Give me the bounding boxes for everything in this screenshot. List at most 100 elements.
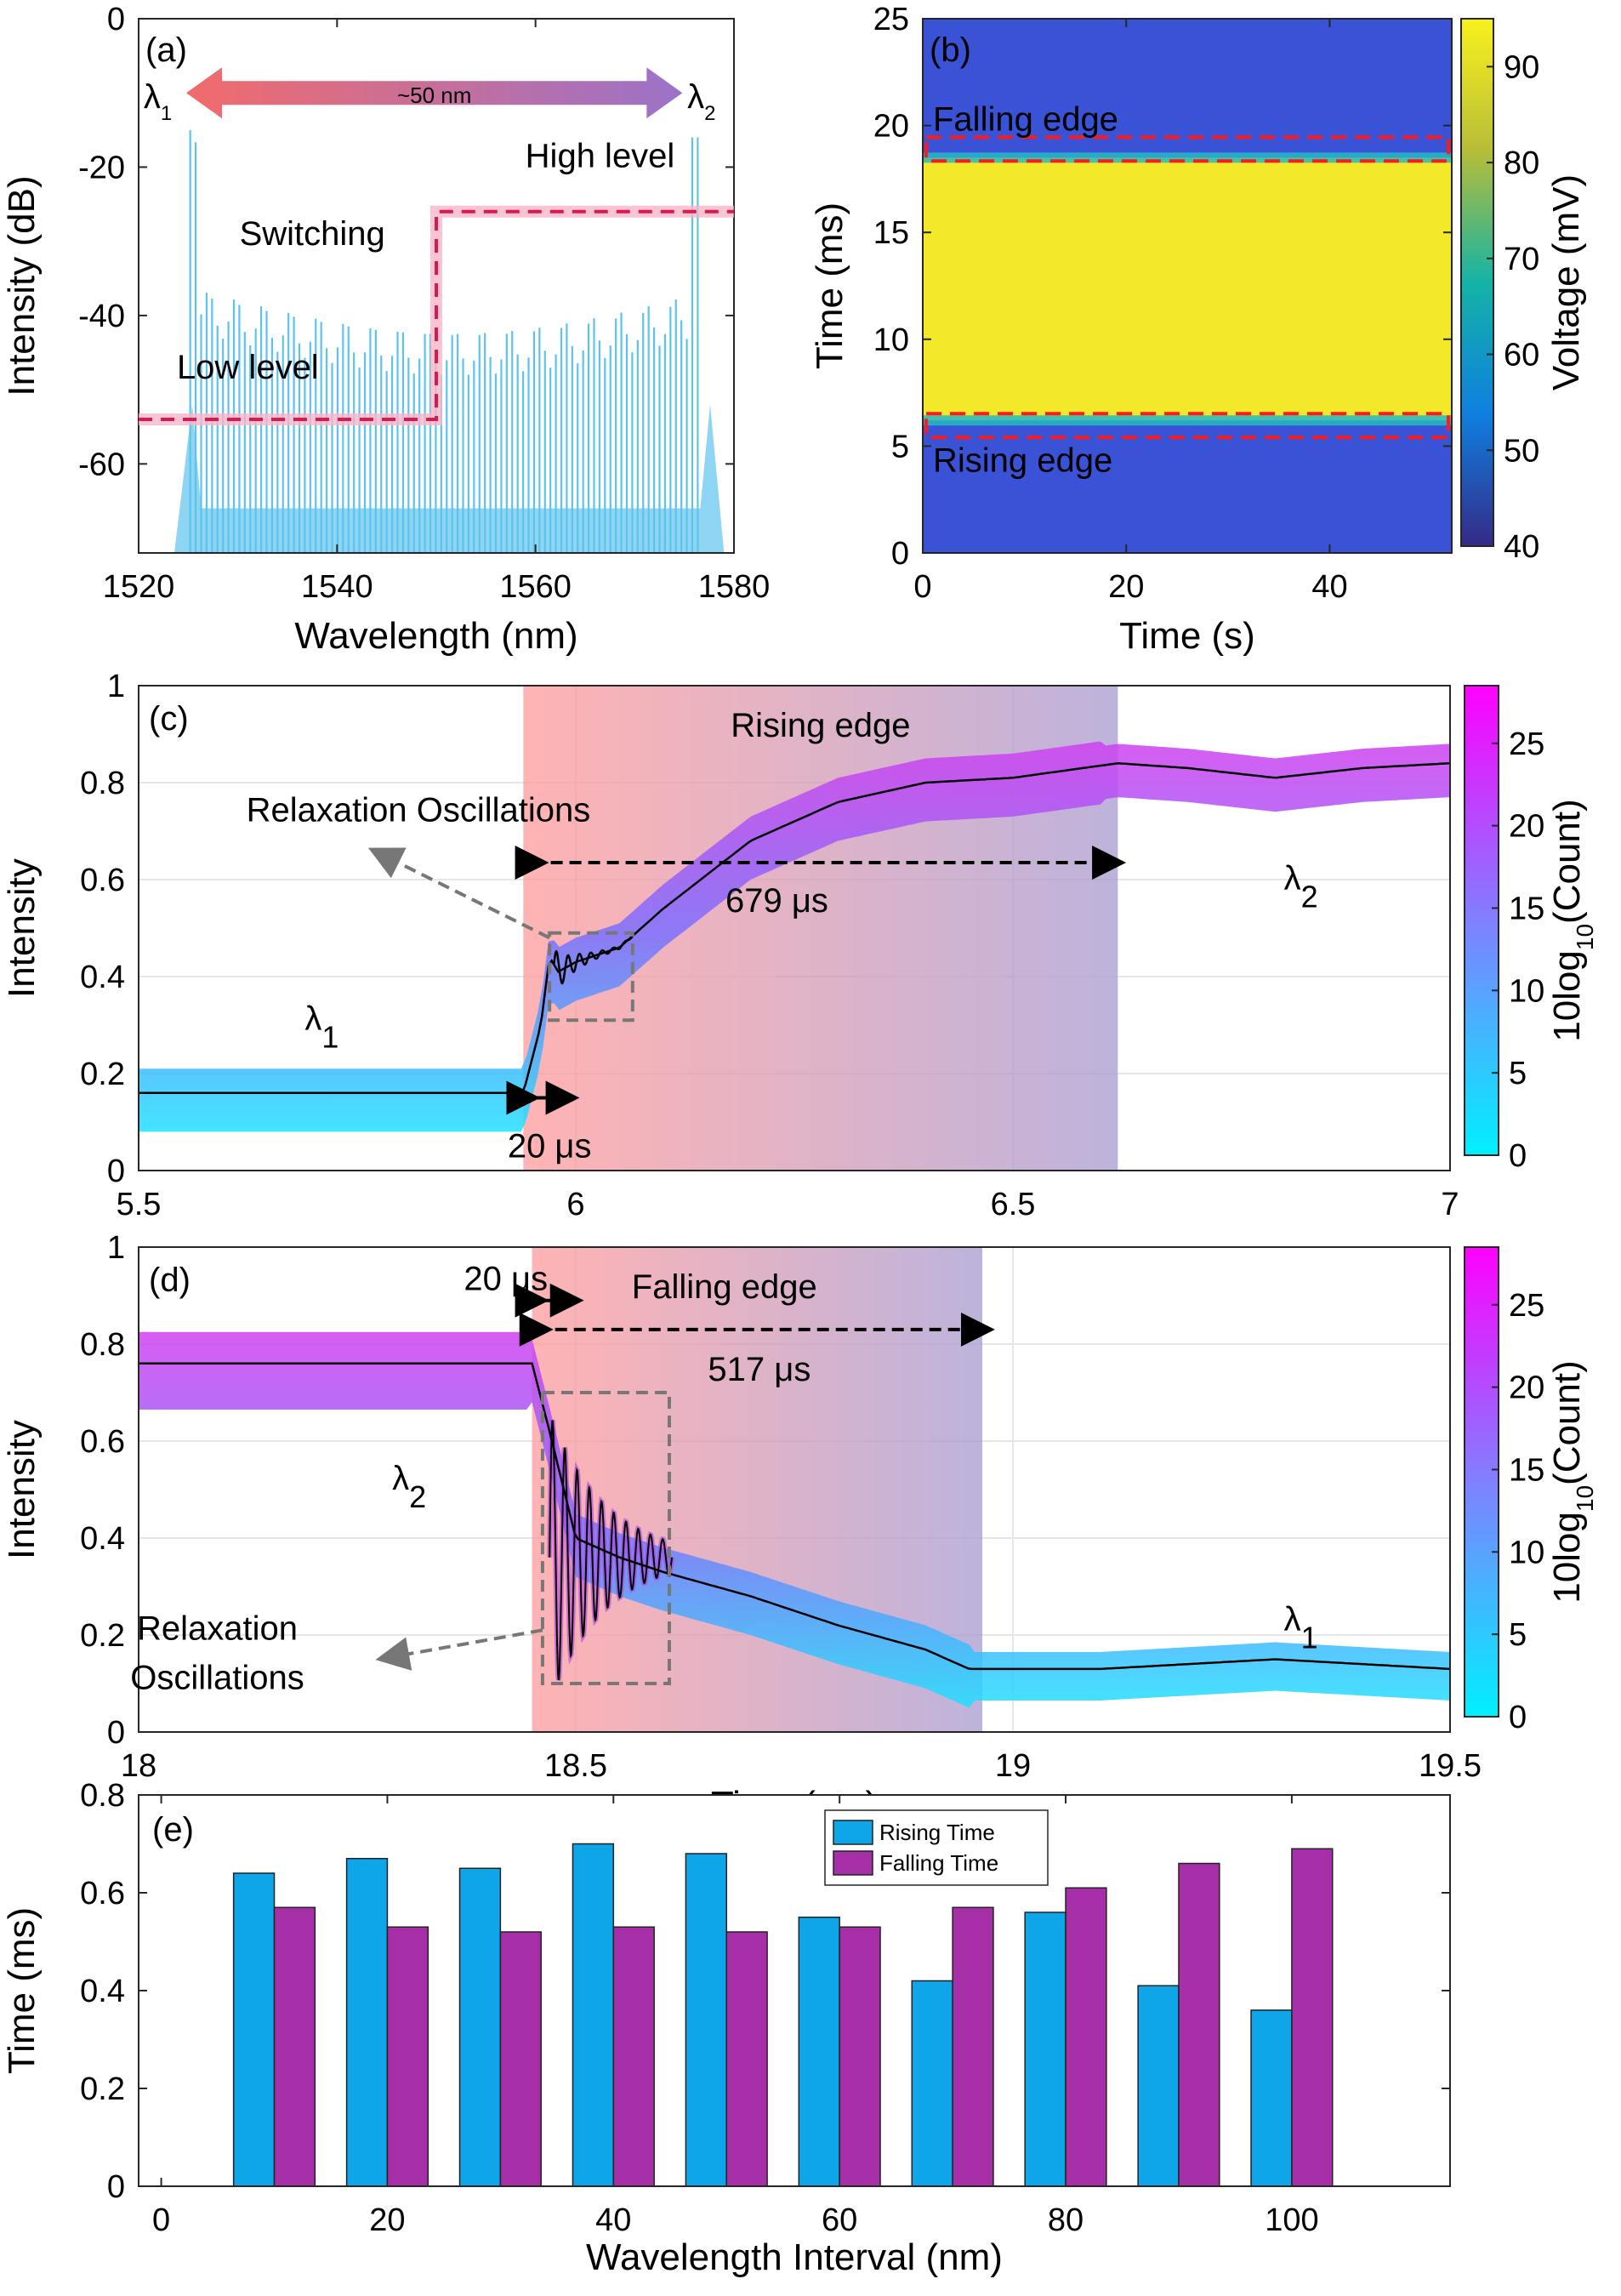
colorbar-tick-label: 80 [1504,145,1539,181]
x-tick-label: 60 [822,2202,857,2238]
delay-label: 20 μs [464,1261,548,1298]
bar-rising [572,1843,615,2187]
high-level-label: High level [526,137,675,174]
colorbar-tick-label: 5 [1509,1056,1527,1091]
bar-falling [1178,1862,1220,2187]
panel-e: 0 20 40 60 80 100 0 0.2 0.4 0.6 0.8 Wavelength Inte… [1,1778,1451,2278]
panel-a: 1520 1540 1560 1580 0 -20 -40 -60 Wavelength (nm… [1,2,770,657]
mean-curve [139,761,1451,1095]
y-tick-label: -60 [78,447,125,482]
panel-label: (b) [930,31,971,69]
y-tick-label: 0.6 [80,1424,125,1460]
colorbar-tick-label: 70 [1504,242,1539,277]
bar-falling [1291,1848,1334,2187]
axes-a [138,18,735,554]
bar-rising [1250,2009,1293,2187]
relax-box [540,1391,671,1685]
y-tick-label: 0 [107,1154,125,1189]
panel-label: (e) [152,1811,194,1849]
bar-falling [839,1926,881,2187]
rising-box [924,412,1450,440]
colorbar-tick-label: 15 [1509,1452,1544,1488]
y-tick-label: 0.4 [80,1974,125,2009]
span-label: ~50 nm [397,83,471,108]
lambda-right-label: λ2 [1284,859,1318,914]
panel-c: 5.5 6 6.5 7 0 0.2 0.4 0.6 0.8 1 Intensity (c) 0 5 10 15… [1,669,1598,1222]
bar-rising [685,1853,727,2187]
colorbar-tick-label: 5 [1509,1617,1527,1653]
colorbar-tick-label: 15 [1509,891,1544,926]
switching-label: Switching [240,215,385,253]
bar-falling [1065,1887,1107,2187]
y-axis-label: Intensity [1,1420,43,1559]
y-tick-label: 0.2 [80,1618,125,1654]
duration-label: 517 μs [708,1351,810,1388]
density-band [139,1331,1450,1708]
x-tick-label: 5.5 [117,1187,162,1222]
x-tick-label: 1580 [698,569,771,605]
heatmap-edge [923,415,1452,426]
lambda2-label: λ2 [687,78,715,125]
bar-rising [232,1872,276,2187]
bar-falling [612,1926,655,2187]
y-axis-label: Intensity (dB) [1,175,43,396]
colorbar [1460,18,1494,547]
relax-label: Relaxation Oscillations [247,792,591,829]
y-axis-label: Time (ms) [809,202,850,369]
bar-falling [273,1906,316,2187]
bar-falling [952,1906,994,2187]
rising-label: Rising edge [933,442,1112,479]
x-tick-label: 18.5 [544,1748,607,1784]
y-tick-label: 1 [107,669,125,704]
bar-rising [1024,1911,1066,2187]
colorbar [1464,685,1499,1156]
lambda-right-label: λ1 [1284,1600,1318,1655]
spectrum-lines [174,129,725,553]
colorbar-tick-label: 20 [1509,809,1544,845]
bar-falling [386,1926,429,2187]
y-axis-label: Intensity [1,858,43,998]
x-tick-label: 40 [595,2202,631,2238]
oscillation-trace [549,1420,674,1681]
y-tick-label: 0.2 [80,2071,125,2107]
edge-label: Falling edge [632,1268,817,1306]
legend: Rising Time Falling Time [824,1809,1049,1886]
edge-label: Rising edge [731,707,910,744]
y-tick-label: 0 [107,1715,125,1751]
bar-rising [911,1980,953,2187]
relax-label-1: Relaxation [137,1610,298,1648]
x-tick-label: 19 [995,1748,1031,1784]
x-axis-label: Wavelength (nm) [294,615,577,657]
lambda1-label: λ1 [144,78,172,125]
panel-b: Falling edge Rising edge 0 20 40 0 5 10 15 20 25 Ti… [809,2,1587,657]
y-tick-label: -40 [78,299,125,334]
x-axis-label: Time (s) [1119,615,1255,657]
x-tick-label: 18 [121,1748,156,1784]
bar-falling [499,1931,542,2187]
colorbar-label: 10log10(Count) [1546,1360,1598,1604]
heatmap-high [923,157,1452,421]
colorbar-tick-label: 10 [1509,973,1544,1009]
colorbar-tick-label: 90 [1504,49,1539,85]
colorbar [1464,1246,1499,1718]
bar-rising [345,1858,389,2187]
y-tick-label: 0.8 [80,766,125,801]
x-tick-label: 20 [1108,569,1144,605]
y-tick-label: 0.8 [80,1778,125,1814]
colorbar-tick-label: 40 [1504,529,1539,565]
colorbar-tick-label: 60 [1504,338,1539,373]
y-tick-label: 15 [873,215,909,251]
lambda-left-label: λ1 [304,1000,338,1055]
relax-label-2: Oscillations [130,1660,304,1697]
bar-rising [798,1917,840,2187]
y-tick-label: 0.6 [80,863,125,898]
duration-label: 679 μs [725,882,828,920]
y-tick-label: -20 [78,150,125,185]
panel-label: (a) [145,31,187,69]
x-tick-label: 0 [152,2202,170,2238]
x-axis-label: Wavelength Interval (nm) [586,2236,1003,2278]
x-tick-label: 7 [1441,1187,1459,1222]
y-tick-label: 20 [873,109,909,145]
x-tick-label: 1560 [499,569,572,605]
